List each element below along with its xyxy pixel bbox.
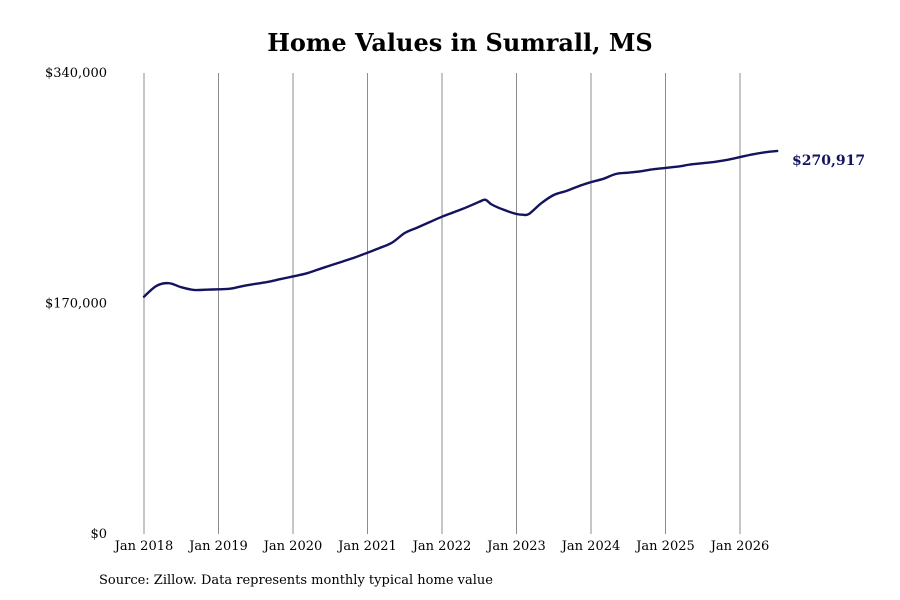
x-tick-label: Jan 2025 [634, 539, 695, 554]
source-note: Source: Zillow. Data represents monthly … [99, 573, 493, 588]
y-tick-label: $170,000 [45, 297, 107, 312]
x-tick-label: Jan 2024 [560, 539, 621, 554]
x-tick-label: Jan 2021 [336, 539, 397, 554]
y-axis-ticks: $0 $170,000 $340,000 [45, 66, 107, 542]
end-value-label: $270,917 [792, 153, 865, 169]
series-line-home-value [142, 149, 779, 298]
chart-title: Home Values in Sumrall, MS [267, 28, 653, 57]
x-tick-label: Jan 2020 [262, 539, 323, 554]
x-axis-ticks: Jan 2018 Jan 2019 Jan 2020 Jan 2021 Jan 2022… [113, 539, 770, 554]
x-tick-label: Jan 2019 [187, 539, 248, 554]
x-tick-label: Jan 2018 [113, 539, 174, 554]
x-tick-label: Jan 2026 [709, 539, 770, 554]
grid-lines [143, 73, 741, 534]
x-tick-label: Jan 2023 [485, 539, 546, 554]
y-tick-label: $0 [90, 527, 107, 542]
x-tick-label: Jan 2022 [411, 539, 472, 554]
y-tick-label: $340,000 [45, 66, 107, 81]
